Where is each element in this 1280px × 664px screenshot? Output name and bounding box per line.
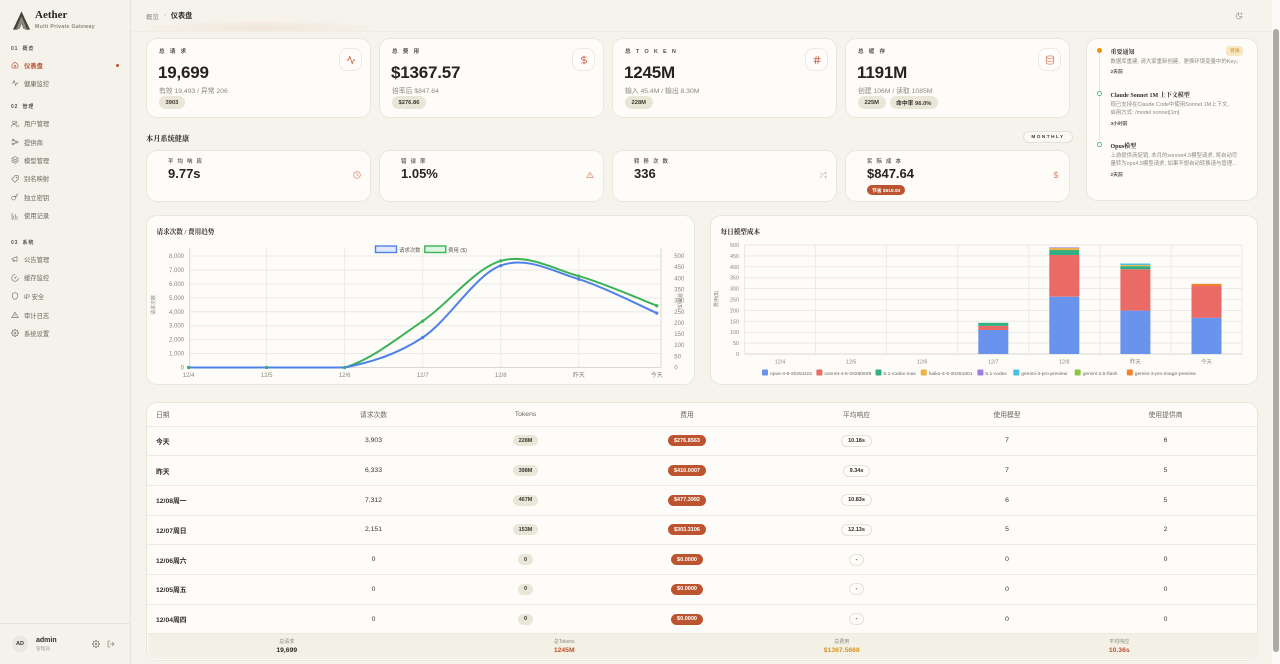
svg-text:450: 450 — [674, 265, 685, 271]
svg-text:2,000: 2,000 — [169, 338, 185, 344]
svg-text:12/8: 12/8 — [1059, 360, 1070, 366]
svg-text:0: 0 — [674, 366, 678, 372]
svg-text:12/4: 12/4 — [183, 373, 195, 379]
svg-text:1,000: 1,000 — [169, 352, 185, 358]
svg-text:7,000: 7,000 — [169, 268, 185, 274]
svg-text:请求次数: 请求次数 — [399, 246, 421, 254]
svg-text:opus-4-5-20251101: opus-4-5-20251101 — [770, 371, 813, 377]
svg-text:0: 0 — [181, 366, 185, 372]
svg-text:500: 500 — [674, 254, 685, 260]
svg-text:400: 400 — [674, 276, 685, 282]
svg-text:150: 150 — [730, 319, 739, 325]
svg-text:请求次数: 请求次数 — [150, 295, 157, 315]
svg-text:350: 350 — [730, 276, 739, 282]
svg-text:3,000: 3,000 — [169, 324, 185, 330]
svg-text:昨天: 昨天 — [1130, 358, 1141, 366]
svg-text:5,000: 5,000 — [169, 296, 185, 302]
svg-text:12/8: 12/8 — [495, 373, 507, 379]
svg-text:12/6: 12/6 — [917, 360, 928, 366]
svg-text:haiku-4-5-20251001: haiku-4-5-20251001 — [929, 371, 973, 377]
svg-text:sonnet-4-5-20250929: sonnet-4-5-20250929 — [824, 371, 871, 377]
svg-text:今天: 今天 — [651, 371, 663, 379]
svg-text:12/5: 12/5 — [261, 373, 273, 379]
svg-text:100: 100 — [730, 330, 739, 336]
svg-text:200: 200 — [674, 321, 685, 327]
svg-text:gemini-2.5-flash: gemini-2.5-flash — [1083, 371, 1118, 377]
svg-text:0: 0 — [736, 352, 739, 358]
svg-text:5.1-codex-max: 5.1-codex-max — [884, 371, 917, 377]
svg-text:12/4: 12/4 — [775, 360, 786, 366]
svg-text:250: 250 — [674, 310, 685, 316]
svg-text:400: 400 — [730, 265, 739, 271]
svg-text:5.1-codex: 5.1-codex — [985, 371, 1007, 377]
svg-text:gemini-3-pro-preview: gemini-3-pro-preview — [1021, 371, 1067, 377]
svg-text:300: 300 — [674, 299, 685, 305]
svg-text:150: 150 — [674, 332, 685, 338]
svg-text:12/6: 12/6 — [339, 373, 351, 379]
svg-text:250: 250 — [730, 298, 739, 304]
svg-text:12/7: 12/7 — [988, 360, 999, 366]
svg-text:4,000: 4,000 — [169, 310, 185, 316]
svg-text:12/5: 12/5 — [846, 360, 857, 366]
svg-text:费用($): 费用($) — [676, 293, 683, 309]
svg-text:200: 200 — [730, 308, 739, 314]
svg-text:费用 ($): 费用 ($) — [448, 246, 467, 254]
svg-text:6,000: 6,000 — [169, 282, 185, 288]
svg-text:gemini-3-pro-image-preview: gemini-3-pro-image-preview — [1135, 371, 1196, 377]
svg-text:50: 50 — [674, 354, 681, 360]
svg-text:今天: 今天 — [1201, 358, 1212, 366]
svg-text:8,000: 8,000 — [169, 254, 185, 260]
svg-text:350: 350 — [674, 287, 685, 293]
svg-text:450: 450 — [730, 254, 739, 260]
svg-text:昨天: 昨天 — [573, 371, 585, 379]
svg-text:500: 500 — [730, 243, 739, 249]
svg-text:12/7: 12/7 — [417, 373, 429, 379]
svg-text:50: 50 — [733, 341, 739, 347]
svg-text:300: 300 — [730, 287, 739, 293]
svg-text:费用($): 费用($) — [713, 291, 720, 307]
svg-text:100: 100 — [674, 343, 685, 349]
